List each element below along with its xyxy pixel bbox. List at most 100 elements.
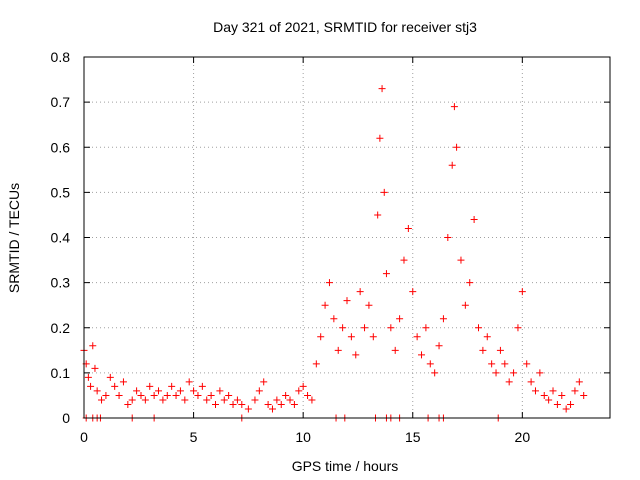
data-point [325,279,333,287]
data-point [496,346,504,354]
data-point [450,103,458,111]
data-point [492,369,500,377]
data-point [488,360,496,368]
data-point [562,405,570,413]
data-point [457,256,465,264]
data-point [356,288,364,296]
x-tick-label: 20 [515,429,531,445]
y-tick-label: 0 [62,410,70,426]
data-point [137,391,145,399]
data-point [98,396,106,404]
data-point [439,315,447,323]
y-tick-label: 0.7 [51,94,71,110]
data-point [273,396,281,404]
data-point [376,134,384,142]
data-point [286,396,294,404]
data-point [580,391,588,399]
data-point [409,288,417,296]
data-point [339,324,347,332]
data-point [255,387,263,395]
data-point [312,360,320,368]
data-point [212,400,219,408]
data-point [91,364,99,372]
data-point [260,378,268,386]
data-point [527,378,535,386]
data-point [523,360,531,368]
data-point [418,351,426,359]
data-point [317,333,325,341]
y-tick-label: 0.5 [51,184,71,200]
data-point [308,396,316,404]
data-point [111,382,119,390]
data-point [461,301,469,309]
data-point [536,369,544,377]
data-point [391,346,399,354]
y-tick-label: 0.8 [51,49,71,65]
data-point [400,256,408,264]
data-point [387,324,395,332]
data-point [282,391,290,399]
data-point [141,396,149,404]
ticks: 0 5 10 15 20 0 0.1 0.2 0.3 0.4 0.5 0.6 0.7 0.8 [51,49,610,445]
data-point [220,396,228,404]
y-axis-label: SRMTID / TECUs [6,183,22,293]
data-point [426,360,434,368]
data-point [133,387,141,395]
data-point [466,279,474,287]
chart-title: Day 321 of 2021, SRMTID for receiver stj… [213,19,477,35]
x-tick-label: 5 [190,429,198,445]
data-point [567,400,575,408]
y-tick-label: 0.6 [51,139,71,155]
data-point [365,301,373,309]
data-point [531,387,539,395]
x-axis-label: GPS time / hours [292,458,399,474]
data-point [251,396,259,404]
data-point [549,387,557,395]
data-point [510,369,518,377]
data-point [146,382,154,390]
data-point [514,324,522,332]
data-point [233,396,241,404]
data-point [380,188,388,196]
data-point [483,333,491,341]
data-point [299,382,307,390]
data-point [102,391,110,399]
data-point [347,333,355,341]
data-point [290,400,298,408]
data-point [431,369,439,377]
data-point [352,351,360,359]
data-point [155,387,163,395]
data-point [150,391,158,399]
data-point [106,373,114,381]
data-point [435,342,443,350]
data-point [361,324,369,332]
data-point [119,378,127,386]
data-point [396,315,404,323]
data-point [163,391,171,399]
y-tick-label: 0.4 [51,230,71,246]
data-point [172,391,180,399]
data-point [159,396,167,404]
data-point [321,301,329,309]
data-point [168,382,176,390]
data-point [93,387,101,395]
data-point [190,387,198,395]
data-point [185,378,193,386]
data-point [181,396,189,404]
data-point [453,143,461,151]
data-point [295,387,303,395]
data-point [238,400,246,408]
data-point [334,346,342,354]
data-point [207,391,215,399]
data-point [194,391,202,399]
data-point [268,405,276,413]
data-point [404,224,412,232]
data-point [475,324,482,332]
data-point [115,391,123,399]
y-tick-label: 0.2 [51,320,71,336]
data-point [89,342,97,350]
data-point [571,387,579,395]
grid [84,57,610,418]
